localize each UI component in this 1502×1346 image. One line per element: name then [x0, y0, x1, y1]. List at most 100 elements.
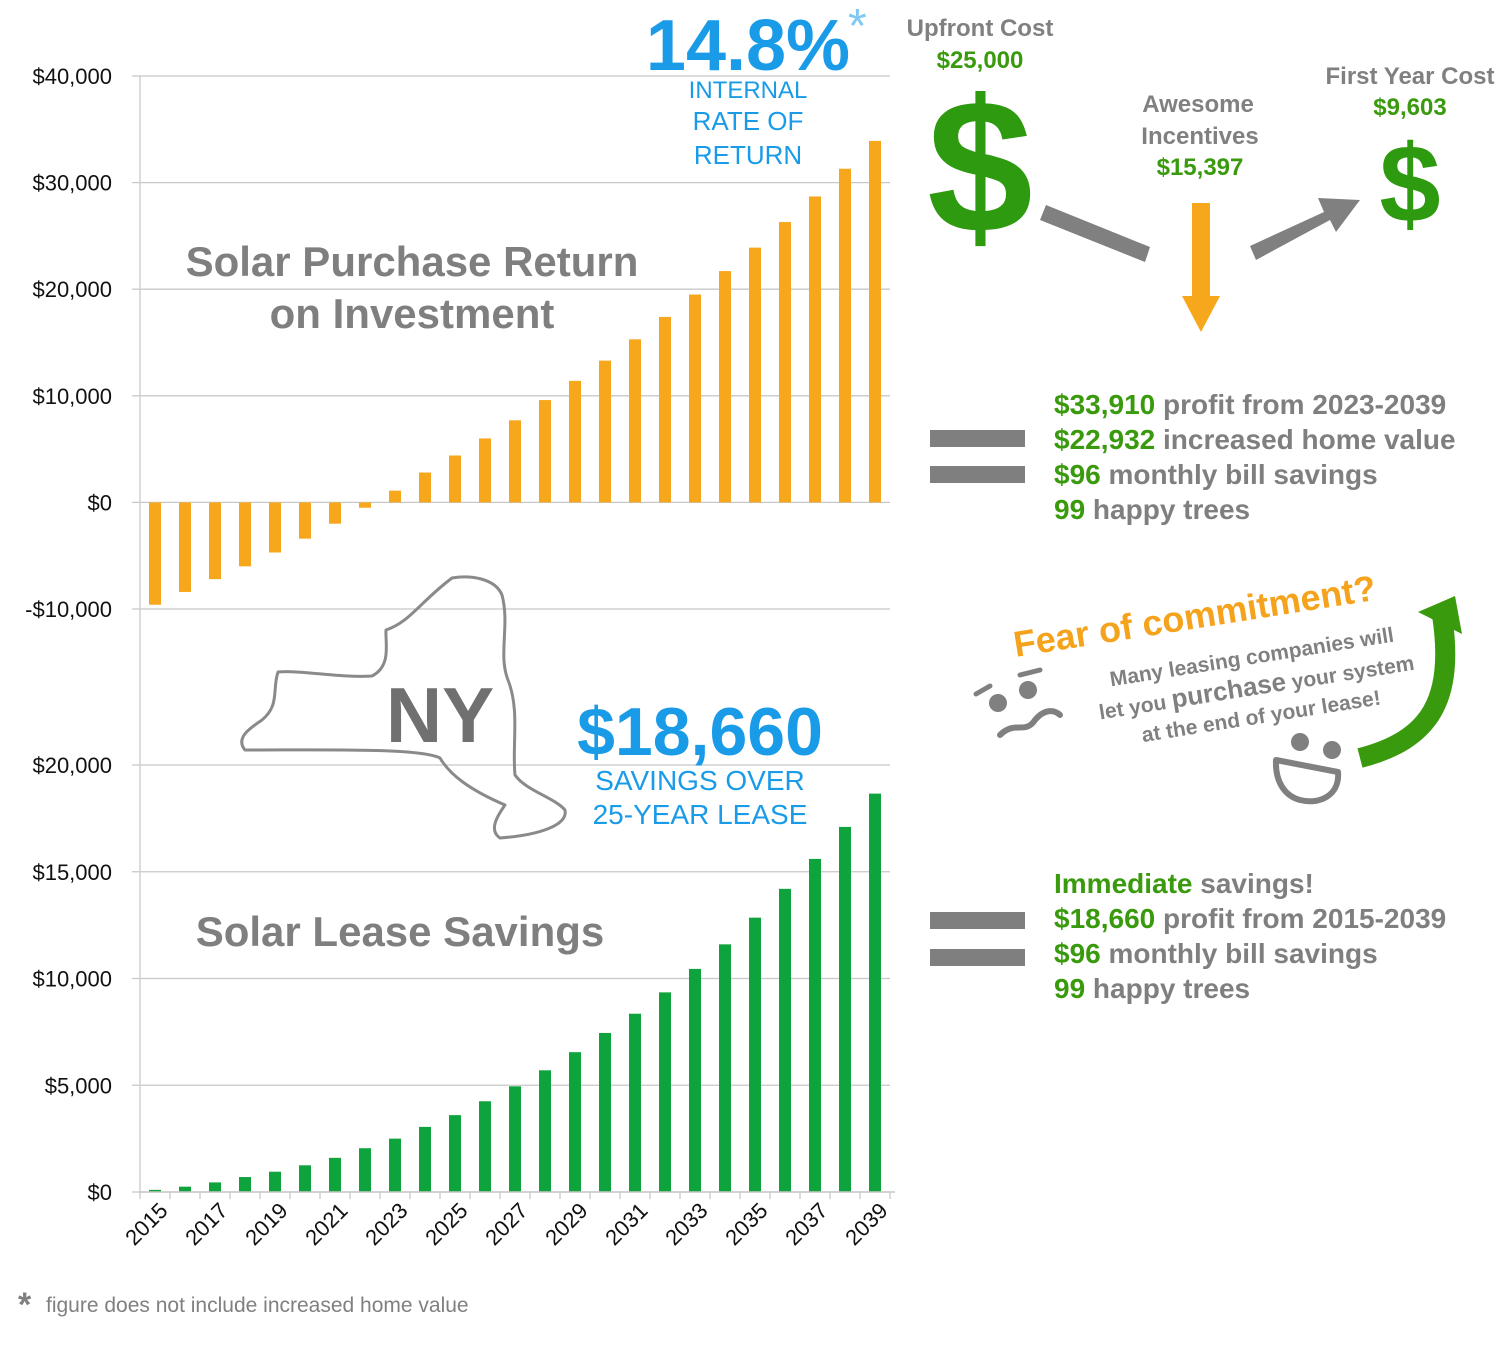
- first-year-cost-amount: $9,603: [1373, 94, 1446, 121]
- bar-2030: [599, 1032, 611, 1192]
- equals-sign-top-bar: [930, 430, 1025, 447]
- bar-2024: [419, 472, 431, 503]
- y-tick-label: -$10,000: [25, 597, 112, 622]
- bar-2039: [869, 140, 881, 503]
- x-tick-label: 2019: [240, 1198, 292, 1250]
- incentives-label-line-1: Awesome: [1142, 91, 1254, 118]
- x-tick-label: 2015: [120, 1198, 172, 1250]
- lease-fact-4: 99 happy trees: [1054, 973, 1250, 1004]
- y-tick-label: $0: [88, 490, 112, 515]
- bar-2039: [869, 793, 881, 1192]
- green-arrowhead-icon: [1418, 596, 1462, 634]
- equals-sign-2-top-bar: [930, 912, 1025, 929]
- y-tick-label: $10,000: [32, 967, 112, 992]
- lease-title: Solar Lease Savings: [196, 908, 605, 955]
- y-tick-label: $10,000: [32, 384, 112, 409]
- x-tick-label: 2027: [480, 1198, 532, 1250]
- equals-sign-bottom-bar: [930, 466, 1025, 483]
- y-tick-label: $40,000: [32, 64, 112, 89]
- irr-label-line-1: INTERNAL: [689, 77, 808, 104]
- bar-2023: [389, 490, 401, 503]
- purchase-fact-3: $96 monthly bill savings: [1054, 459, 1378, 490]
- y-tick-label: $30,000: [32, 171, 112, 196]
- bar-2035: [749, 247, 761, 503]
- bar-2017: [209, 1182, 221, 1192]
- footnote-text: figure does not include increased home v…: [46, 1294, 469, 1317]
- lease-total-callout: $18,660 SAVINGS OVER 25-YEAR LEASE: [577, 694, 823, 830]
- flow-connector-bar: [1040, 205, 1150, 262]
- bar-2020: [299, 1165, 311, 1192]
- bar-2038: [839, 168, 851, 503]
- bar-2036: [779, 222, 791, 503]
- bar-2023: [389, 1138, 401, 1192]
- purchase-facts: $33,910 profit from 2023-2039 $22,932 in…: [1054, 389, 1456, 525]
- bar-2015: [149, 1189, 161, 1192]
- incentives-amount: $15,397: [1157, 154, 1244, 181]
- bar-2033: [689, 294, 701, 503]
- bar-2017: [209, 502, 221, 580]
- purchase-bars: [149, 140, 881, 605]
- x-tick-label: 2039: [840, 1198, 892, 1250]
- bar-2024: [419, 1126, 431, 1192]
- y-tick-label: $20,000: [32, 277, 112, 302]
- purchase-roi-chart: $40,000 $30,000 $20,000 $10,000 $0 -$10,000 S…: [25, 64, 890, 700]
- bar-2016: [179, 502, 191, 592]
- first-year-dollar-icon: $: [1379, 123, 1440, 246]
- x-tick-label: 2023: [360, 1198, 412, 1250]
- x-tick-label: 2017: [180, 1198, 232, 1250]
- purchase-fact-4: 99 happy trees: [1054, 494, 1250, 525]
- bar-2033: [689, 968, 701, 1192]
- bar-2015: [149, 502, 161, 605]
- irr-label-line-3: RETURN: [694, 140, 802, 170]
- lease-total-value: $18,660: [577, 694, 823, 770]
- lease-total-label-line-2: 25-YEAR LEASE: [593, 799, 808, 830]
- bar-2019: [269, 1171, 281, 1192]
- bar-2019: [269, 502, 281, 553]
- irr-value: 14.8%: [646, 6, 850, 86]
- bar-2029: [569, 1052, 581, 1192]
- bar-2022: [359, 1148, 371, 1192]
- purchase-y-ticks: $40,000 $30,000 $20,000 $10,000 $0 -$10,000: [25, 64, 140, 622]
- x-tick-label: 2025: [420, 1198, 472, 1250]
- lease-total-label-line-1: SAVINGS OVER: [595, 765, 805, 796]
- lease-bars: [149, 793, 881, 1192]
- bar-2025: [449, 1115, 461, 1192]
- lease-facts: Immediate savings! $18,660 profit from 2…: [1054, 868, 1446, 1004]
- lease-y-ticks: $20,000 $15,000 $10,000 $5,000 $0: [32, 753, 140, 1205]
- first-year-cost-label: First Year Cost: [1326, 63, 1495, 90]
- upfront-dollar-icon: $: [927, 61, 1033, 273]
- worried-face-icon: [973, 667, 1063, 738]
- footnote-asterisk: *: [18, 1286, 32, 1324]
- purchase-title-line-1: Solar Purchase Return: [186, 238, 639, 285]
- bar-2034: [719, 271, 731, 503]
- irr-label-line-2: RATE OF: [693, 106, 804, 136]
- bar-2018: [239, 1177, 251, 1192]
- y-tick-label: $5,000: [45, 1073, 112, 1098]
- bar-2031: [629, 339, 641, 503]
- new-york-outline: [240, 575, 567, 840]
- flow-right-arrow-icon: [1250, 198, 1360, 260]
- x-tick-label: 2029: [540, 1198, 592, 1250]
- bar-2030: [599, 360, 611, 503]
- y-tick-label: $20,000: [32, 753, 112, 778]
- bar-2027: [509, 1086, 521, 1192]
- upfront-cost-label: Upfront Cost: [907, 15, 1054, 42]
- x-tick-label: 2037: [780, 1198, 832, 1250]
- bar-2037: [809, 196, 821, 503]
- purchase-title-line-2: on Investment: [270, 290, 555, 337]
- bar-2036: [779, 888, 791, 1192]
- y-tick-label: $0: [88, 1180, 112, 1205]
- lease-fact-3: $96 monthly bill savings: [1054, 938, 1378, 969]
- bar-2021: [329, 502, 341, 524]
- incentives-down-arrow-icon: [1182, 203, 1220, 332]
- bar-2037: [809, 858, 821, 1192]
- bar-2027: [509, 420, 521, 503]
- bar-2020: [299, 502, 311, 539]
- bar-2016: [179, 1186, 191, 1192]
- y-tick-label: $15,000: [32, 860, 112, 885]
- bar-2025: [449, 455, 461, 503]
- lease-x-ticks: 2015 2017 2019 2021 2023 2025 2027 2029 2031 2033…: [120, 1192, 893, 1250]
- commitment-note: Fear of commitment? Many leasing compani…: [1011, 567, 1416, 747]
- x-tick-label: 2035: [720, 1198, 772, 1250]
